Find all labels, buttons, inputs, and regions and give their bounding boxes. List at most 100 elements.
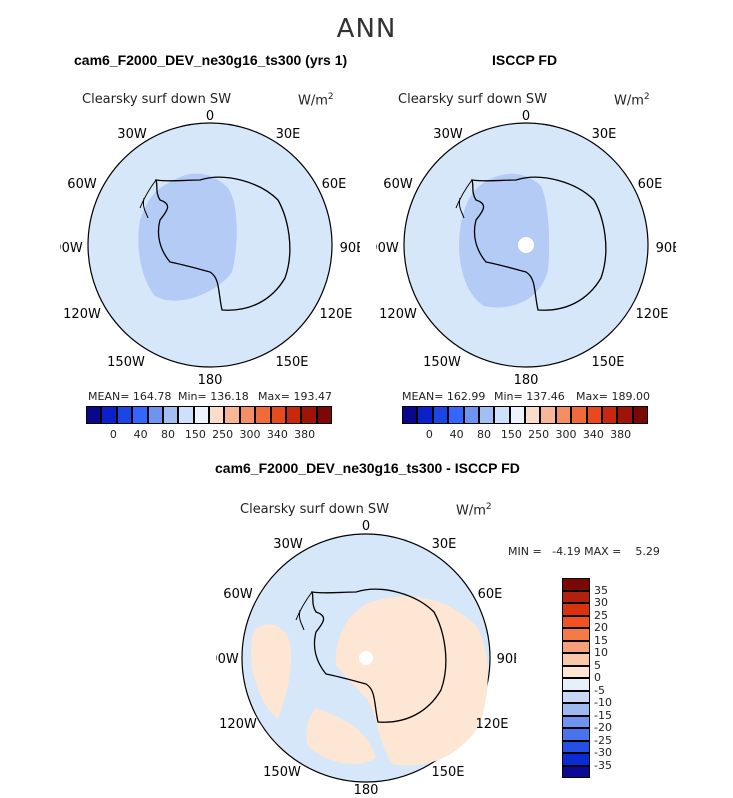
panel1-case-title: cam6_F2000_DEV_ne30g16_ts300 (yrs 1) — [74, 52, 348, 68]
panel3-colorbar-swatch — [562, 590, 590, 603]
panel3-lon-120w: 120W — [219, 717, 257, 732]
panel1-colorbar-tick-label: 150 — [184, 428, 206, 441]
panel2-lon-150e: 150E — [591, 355, 624, 370]
panel1-variable-label: Clearsky surf down SW — [82, 92, 232, 107]
panel1-polar-map: 0 30E 60E 90E 120E 150E 180 150W 120W 90… — [60, 109, 360, 388]
panel2-lon-150w: 150W — [423, 355, 461, 370]
panel1-lon-30w: 30W — [117, 127, 147, 142]
panel2-colorbar-swatch — [525, 406, 541, 424]
panel1-colorbar-tick-label: 340 — [266, 428, 288, 441]
panel2-lon-120e: 120E — [635, 307, 668, 322]
panel2-lon-0: 0 — [522, 109, 530, 124]
panel1-contour-region — [138, 173, 237, 301]
panel1-colorbar-swatch — [255, 406, 271, 424]
panel3-pole-hole — [359, 651, 373, 665]
panel1-lon-30e: 30E — [276, 127, 301, 142]
panel3-colorbar-tick-label: 25 — [594, 608, 608, 622]
panel1-colorbar-swatch — [86, 406, 102, 424]
panel3-case-title: cam6_F2000_DEV_ne30g16_ts300 - ISCCP FD — [215, 460, 520, 476]
panel3-colorbar-tick-label: -35 — [594, 758, 612, 772]
panel2-colorbar-swatch — [432, 406, 449, 424]
panel2-colorbar-swatch — [586, 406, 602, 424]
panel3-colorbar-labels: 35 30 25 20 15 10 5 0 -5 -10 -15 -20 -25 -30 -35 — [594, 578, 634, 778]
panel1-antarctica-outline — [155, 176, 291, 311]
panel1-colorbar-swatch — [132, 406, 148, 424]
panel2-colorbar-swatch — [509, 406, 525, 424]
panel1-colorbar-swatch — [270, 406, 286, 424]
panel3-colorbar-swatch — [562, 603, 590, 616]
panel1-lon-90w: 90W — [60, 241, 83, 256]
panel3-colorbar-swatch — [562, 703, 590, 716]
panel2-max: Max= 189.00 — [576, 390, 650, 403]
panel3-lon-90e: 90E — [497, 652, 516, 667]
panel2-lon-60e: 60E — [638, 177, 663, 192]
panel1-colorbar-swatch — [285, 406, 302, 424]
panel2-colorbar-tick-label: 40 — [449, 428, 464, 441]
panel3-variable-label: Clearsky surf down SW — [240, 502, 390, 517]
season-title: ANN — [336, 14, 397, 44]
panel2-colorbar-swatch — [402, 406, 418, 424]
panel1-lon-60e: 60E — [322, 177, 347, 192]
panel2-colorbar-swatch — [555, 406, 572, 424]
panel3-units-label: W/m2 — [456, 502, 492, 519]
panel1-lon-90e: 90E — [340, 241, 360, 256]
panel2-lon-90w: 90W — [376, 241, 399, 256]
panel1-peninsula-outline — [139, 179, 157, 219]
panel1-mean: MEAN= 164.78 — [88, 390, 172, 403]
panel2-lon-90e: 90E — [656, 241, 676, 256]
panel3-lon-90w: 90W — [216, 652, 239, 667]
panel3-colorbar-swatch — [562, 728, 590, 741]
panel3-colorbar-tick-label: -10 — [594, 696, 612, 709]
panel3-colorbar-swatch — [562, 715, 590, 728]
panel1-colorbar-swatch — [116, 406, 133, 424]
panel2-colorbar-swatch — [540, 406, 556, 424]
panel3-colorbar-tick-label: 0 — [594, 671, 601, 684]
panel1-colorbar-tick-label: 40 — [133, 428, 148, 441]
panel3-colorbar-tick-label: -30 — [594, 746, 612, 759]
panel2-variable-label: Clearsky surf down SW — [398, 92, 548, 107]
panel1-colorbar-swatch — [101, 406, 117, 424]
panel2-colorbar-swatch — [417, 406, 433, 424]
panel1-colorbar — [86, 406, 332, 424]
panel3-colorbar-swatch — [562, 628, 590, 641]
panel1-colorbar-swatch — [239, 406, 256, 424]
panel3-lon-30w: 30W — [273, 537, 303, 552]
panel2-colorbar-swatch — [494, 406, 510, 424]
panel3-colorbar-swatch — [562, 753, 590, 766]
panel2-case-title: ISCCP FD — [492, 52, 558, 68]
panel2-colorbar-swatch — [617, 406, 633, 424]
panel1-colorbar-tick-label: 250 — [212, 428, 234, 441]
panel2-contour-region — [459, 173, 550, 308]
panel3-peninsula-outline — [295, 591, 313, 631]
panel2-colorbar-tick-label: 300 — [555, 428, 577, 441]
panel1-colorbar-swatch — [316, 406, 332, 424]
panel3-colorbar-tick-label: 35 — [594, 583, 608, 597]
panel3-lon-180: 180 — [354, 783, 379, 798]
panel1-max: Max= 193.47 — [258, 390, 332, 403]
panel2-colorbar-swatch — [601, 406, 618, 424]
panel1-lon-180: 180 — [198, 373, 223, 388]
panel3-lon-60e: 60E — [478, 587, 503, 602]
panel2-colorbar-tick-label: 80 — [477, 428, 491, 441]
panel3-colorbar-tick-label: 15 — [594, 633, 608, 647]
panel1-lon-120e: 120E — [319, 307, 352, 322]
panel3-colorbar-swatch — [562, 665, 590, 678]
panel3-positive-region-east — [335, 596, 488, 766]
panel2-colorbar-tick-label: 250 — [528, 428, 550, 441]
panel1-lon-150w: 150W — [107, 355, 145, 370]
panel1-colorbar-tick-label: 300 — [239, 428, 261, 441]
panel1-colorbar-tick-label: 0 — [109, 428, 117, 441]
panel3-lon-150w: 150W — [263, 765, 301, 780]
panel2-pole-hole — [518, 237, 534, 253]
panel3-lon-30e: 30E — [432, 537, 457, 552]
panel3-minmax: MIN = -4.19 MAX = 5.29 — [508, 545, 660, 558]
panel2-antarctica-outline — [471, 176, 607, 311]
panel2-colorbar-labels: 0 40 80 150 250 300 340 380 — [402, 428, 648, 442]
panel1-min: Min= 136.18 — [178, 390, 249, 403]
panel3-colorbar-swatch — [562, 615, 590, 628]
panel3-lon-0: 0 — [362, 519, 370, 534]
panel2-lon-30w: 30W — [433, 127, 463, 142]
panel1-colorbar-swatch — [209, 406, 225, 424]
panel2-min: Min= 137.46 — [494, 390, 565, 403]
panel2-colorbar-tick-label: 0 — [425, 428, 433, 441]
